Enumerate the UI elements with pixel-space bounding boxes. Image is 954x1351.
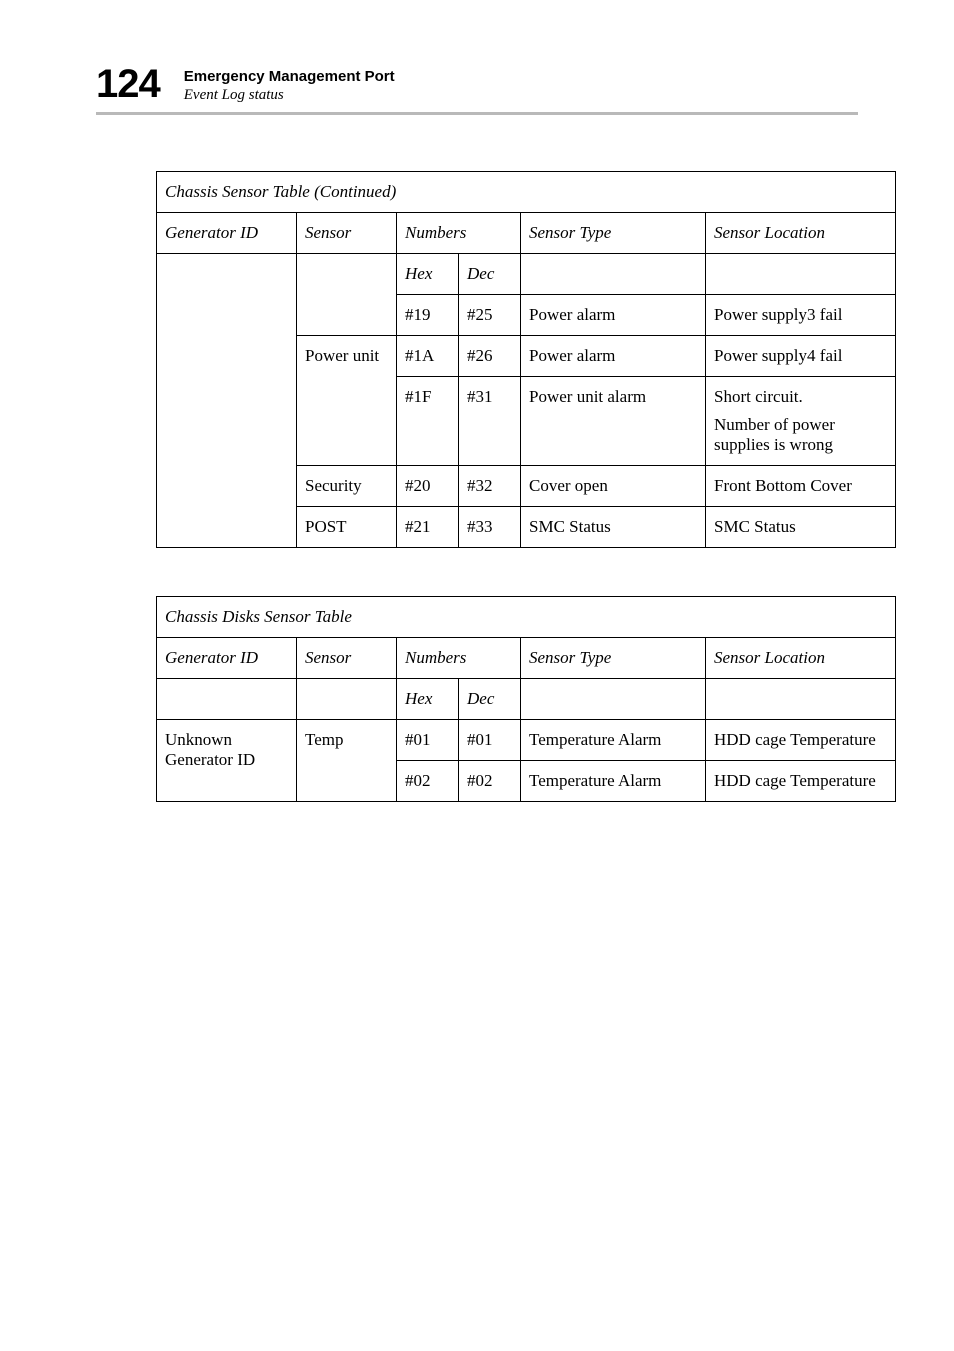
col-header-type: Sensor Type [521, 213, 706, 254]
chapter-title: Emergency Management Port [184, 68, 395, 86]
col-header-location: Sensor Location [706, 638, 896, 679]
table-cell: #01 [397, 720, 459, 761]
table-cell: #1F [397, 377, 459, 466]
table-cell: Power alarm [521, 336, 706, 377]
col-header-location: Sensor Location [706, 213, 896, 254]
table-cell: #19 [397, 295, 459, 336]
table-cell: Power alarm [521, 295, 706, 336]
table-cell: Power supply3 fail [706, 295, 896, 336]
table-caption: Chassis Sensor Table (Continued) [157, 172, 896, 213]
table-cell: #31 [459, 377, 521, 466]
page-header: 124 Emergency Management Port Event Log … [96, 64, 858, 104]
col-header-generator: Generator ID [157, 213, 297, 254]
table-cell: Power unit alarm [521, 377, 706, 466]
table-cell: #02 [397, 761, 459, 802]
table-cell [706, 679, 896, 720]
table-cell: Short circuit. Number of power supplies … [706, 377, 896, 466]
col-header-hex: Hex [397, 254, 459, 295]
table-cell [521, 679, 706, 720]
table-cell: #21 [397, 507, 459, 548]
table-cell: Front Bottom Cover [706, 466, 896, 507]
table-cell [297, 679, 397, 720]
col-header-numbers: Numbers [397, 638, 521, 679]
table-cell [706, 254, 896, 295]
table-cell: Unknown Generator ID [157, 720, 297, 802]
table-caption: Chassis Disks Sensor Table [157, 597, 896, 638]
table-cell: #1A [397, 336, 459, 377]
table-cell: Power supply4 fail [706, 336, 896, 377]
table-cell: #33 [459, 507, 521, 548]
table-cell [157, 254, 297, 548]
chassis-sensor-table: Chassis Sensor Table (Continued) Generat… [156, 171, 896, 548]
cell-line: Short circuit. [714, 387, 803, 406]
table-cell: Power unit [297, 336, 397, 466]
table-cell: SMC Status [706, 507, 896, 548]
col-header-hex: Hex [397, 679, 459, 720]
table-cell [157, 679, 297, 720]
table-cell: Security [297, 466, 397, 507]
table-cell: Temperature Alarm [521, 761, 706, 802]
chassis-disks-table: Chassis Disks Sensor Table Generator ID … [156, 596, 896, 802]
table-cell: #01 [459, 720, 521, 761]
chassis-sensor-table-wrap: Chassis Sensor Table (Continued) Generat… [156, 171, 858, 548]
table-cell: Temperature Alarm [521, 720, 706, 761]
cell-line: Number of power supplies is wrong [714, 415, 835, 454]
col-header-sensor: Sensor [297, 213, 397, 254]
col-header-sensor: Sensor [297, 638, 397, 679]
col-header-dec: Dec [459, 254, 521, 295]
section-title: Event Log status [184, 86, 395, 104]
table-cell: HDD cage Temperature [706, 761, 896, 802]
header-rule [96, 112, 858, 115]
chassis-disks-table-wrap: Chassis Disks Sensor Table Generator ID … [156, 596, 858, 802]
col-header-generator: Generator ID [157, 638, 297, 679]
table-cell [521, 254, 706, 295]
table-cell: #25 [459, 295, 521, 336]
table-cell [297, 254, 397, 336]
col-header-type: Sensor Type [521, 638, 706, 679]
table-cell: #20 [397, 466, 459, 507]
col-header-numbers: Numbers [397, 213, 521, 254]
table-cell: #26 [459, 336, 521, 377]
table-cell: #32 [459, 466, 521, 507]
page-number: 124 [96, 64, 160, 104]
table-cell: HDD cage Temperature [706, 720, 896, 761]
table-cell: Cover open [521, 466, 706, 507]
table-cell: SMC Status [521, 507, 706, 548]
table-cell: POST [297, 507, 397, 548]
col-header-dec: Dec [459, 679, 521, 720]
table-cell: #02 [459, 761, 521, 802]
table-cell: Temp [297, 720, 397, 802]
